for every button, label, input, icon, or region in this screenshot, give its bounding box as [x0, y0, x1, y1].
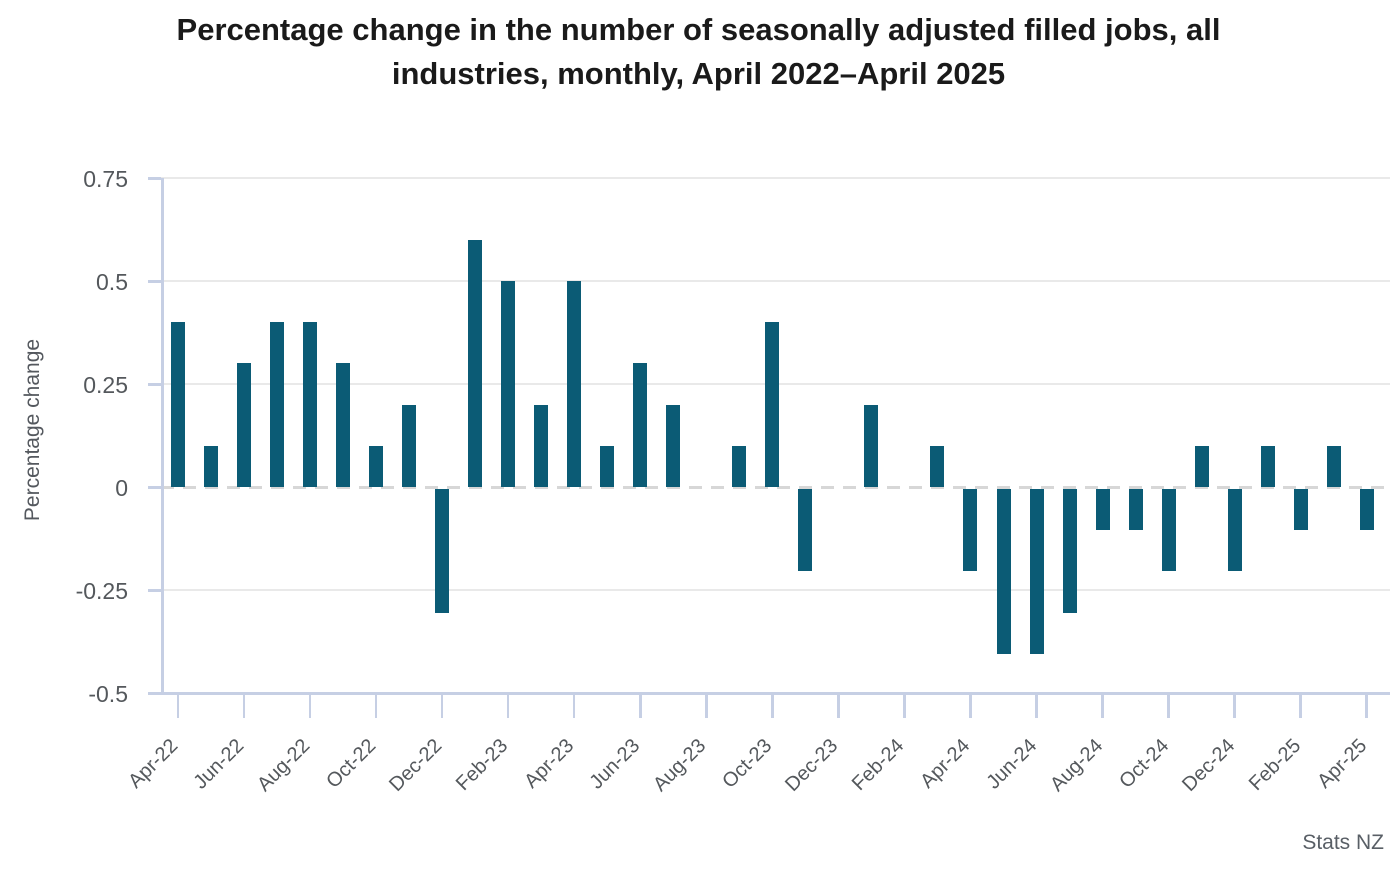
bar-Mar-23 — [534, 404, 549, 487]
bar-Jan-24 — [864, 404, 879, 487]
x-tick-Aug-22 — [308, 694, 312, 718]
x-tick-Oct-23 — [771, 694, 774, 718]
bar-Aug-22 — [303, 322, 318, 487]
y-tick-label--0.5: -0.5 — [88, 681, 128, 707]
x-tick-Feb-25 — [1299, 694, 1302, 718]
x-tick-Feb-24 — [903, 694, 906, 718]
x-tick-Apr-22 — [176, 694, 180, 718]
x-tick-Jun-23 — [639, 694, 642, 718]
x-tick-Aug-24 — [1101, 694, 1104, 718]
x-tick-label-Apr-22: Apr-22 — [124, 734, 183, 793]
x-tick-Feb-23 — [506, 694, 510, 718]
bar-Apr-25 — [1359, 489, 1374, 531]
x-tick-Apr-24 — [969, 694, 972, 718]
x-tick-Oct-24 — [1167, 694, 1170, 718]
bar-Apr-22 — [171, 322, 185, 487]
bar-Nov-22 — [402, 404, 417, 487]
y-tick-0.75 — [148, 177, 161, 180]
source-attribution: Stats NZ — [1302, 831, 1384, 854]
x-axis-line — [161, 692, 1390, 695]
bar-Feb-25 — [1293, 489, 1308, 531]
y-tick-0.25 — [148, 383, 161, 386]
bar-Feb-23 — [501, 281, 516, 487]
bar-Jan-25 — [1260, 445, 1275, 487]
bar-May-22 — [204, 445, 219, 487]
bar-May-23 — [600, 445, 615, 487]
bar-Dec-24 — [1227, 489, 1242, 572]
bar-Apr-24 — [963, 489, 978, 572]
bar-Sep-23 — [732, 445, 747, 487]
x-tick-Jun-22 — [242, 694, 246, 718]
bar-Oct-22 — [369, 445, 384, 487]
bar-Jun-24 — [1029, 489, 1044, 654]
bar-Aug-24 — [1095, 489, 1110, 531]
x-tick-Oct-22 — [374, 694, 378, 718]
bar-Apr-23 — [567, 281, 582, 487]
y-tick-0.5 — [148, 280, 161, 283]
y-tick-label-0.5: 0.5 — [96, 269, 128, 295]
bar-Jun-23 — [633, 363, 648, 487]
chart-title: Percentage change in the number of seaso… — [0, 8, 1397, 96]
y-tick-label-0: 0 — [115, 475, 128, 501]
bar-Sep-22 — [336, 363, 351, 487]
chart-title-line-1: Percentage change in the number of seaso… — [176, 12, 1221, 47]
bar-Jul-23 — [666, 404, 681, 487]
bar-Sep-24 — [1128, 489, 1143, 531]
y-axis-line — [161, 178, 164, 694]
bar-Jun-22 — [237, 363, 252, 487]
x-tick-Apr-23 — [572, 694, 576, 718]
gridline-0.75 — [161, 177, 1390, 179]
x-tick-Aug-23 — [705, 694, 708, 718]
chart-title-line-2: industries, monthly, April 2022–April 20… — [391, 56, 1006, 91]
bar-Dec-22 — [435, 489, 450, 613]
y-tick--0.5 — [148, 692, 161, 695]
y-tick-label-0.25: 0.25 — [83, 372, 128, 398]
gridline--0.25 — [161, 589, 1390, 591]
bar-Nov-23 — [798, 489, 813, 572]
zero-gridline — [161, 486, 1390, 489]
gridline-0.5 — [161, 280, 1390, 282]
x-tick-Dec-24 — [1233, 694, 1236, 718]
bar-Jul-22 — [270, 322, 285, 487]
x-tick-Dec-22 — [440, 694, 444, 718]
y-tick-label--0.25: -0.25 — [75, 578, 128, 604]
bar-Jan-23 — [468, 239, 483, 487]
x-tick-Apr-25 — [1365, 694, 1368, 718]
bar-Oct-24 — [1161, 489, 1176, 572]
bar-Jul-24 — [1062, 489, 1077, 613]
bar-Mar-24 — [930, 445, 945, 487]
y-tick-0 — [148, 486, 161, 489]
bar-Mar-25 — [1326, 445, 1341, 487]
y-tick--0.25 — [148, 589, 161, 592]
x-tick-Jun-24 — [1035, 694, 1038, 718]
y-tick-label-0.75: 0.75 — [83, 166, 128, 192]
bar-May-24 — [996, 489, 1011, 654]
bar-Nov-24 — [1194, 445, 1209, 487]
x-tick-Dec-23 — [837, 694, 840, 718]
bar-Oct-23 — [765, 322, 780, 487]
